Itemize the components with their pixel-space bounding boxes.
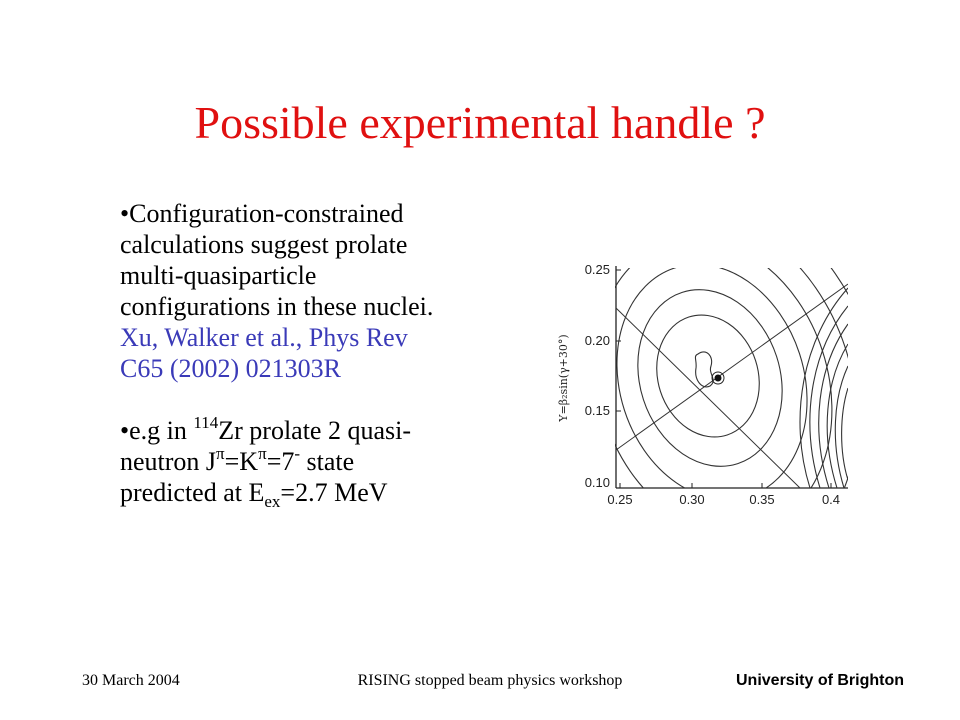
pi-superscript-2: π (258, 444, 267, 463)
bullet-2-prefix: e.g in (129, 416, 194, 445)
slide-title: Possible experimental handle ? (194, 97, 766, 148)
spin-label: neutron J (120, 447, 217, 476)
contour-arc (809, 305, 848, 488)
energy-value: =2.7 MeV (280, 478, 388, 507)
bullet-1-line-4: configurations in these nuclei. (120, 292, 434, 321)
k-equals: =K (224, 447, 259, 476)
bullet-1: •Configuration-constrained calculations … (120, 198, 520, 384)
bullet-1-line-3: multi-quasiparticle (120, 261, 317, 290)
bullet-marker: • (120, 416, 130, 445)
bullet-2: •e.g in 114Zr prolate 2 quasi- neutron J… (120, 413, 520, 511)
contour-arc (826, 343, 848, 488)
parity-superscript: - (294, 444, 301, 463)
footer-date: 30 March 2004 (82, 672, 180, 689)
inner-contour (694, 351, 714, 388)
contour-arc (818, 323, 848, 488)
minimum-point-dot (714, 374, 722, 382)
contour-arc (834, 365, 848, 488)
gamma-line-steep (615, 307, 801, 488)
slide-body: •Configuration-constrained calculations … (120, 198, 520, 511)
bullet-marker: • (120, 199, 130, 228)
y-tick-label: 0.15 (585, 403, 610, 418)
tick-marks (616, 269, 832, 488)
pi-superscript-1: π (216, 444, 225, 463)
gamma-line-prolate (615, 283, 848, 451)
bullet-2-line-1: •e.g in 114Zr prolate 2 quasi- (120, 413, 520, 446)
bullet-1-line-2: calculations suggest prolate (120, 230, 408, 259)
ex-subscript: ex (264, 492, 281, 511)
contour-ring (656, 314, 760, 438)
spin-value: =7 (266, 447, 295, 476)
x-tick-label: 0.4 (822, 492, 840, 507)
y-tick-label: 0.10 (585, 475, 610, 490)
reference-line-1: Xu, Walker et al., Phys Rev (120, 323, 408, 352)
y-tick-label: 0.25 (585, 262, 610, 277)
contour-arc (841, 387, 848, 481)
bullet-2-element-text: Zr prolate 2 quasi- (218, 416, 412, 445)
x-tick-label: 0.30 (679, 492, 704, 507)
predicted-text: predicted at E (120, 478, 265, 507)
y-tick-label: 0.20 (585, 333, 610, 348)
contour-plot: Y=β₂sin(γ+30°) 0.25 0.20 0.15 0.10 0.25 … (557, 262, 848, 507)
bullet-2-line-3: predicted at Eex=2.7 MeV (120, 477, 520, 511)
reference-line-2: C65 (2002) 021303R (120, 354, 341, 383)
y-axis-label: Y=β₂sin(γ+30°) (557, 334, 570, 422)
mass-number: 114 (193, 413, 219, 432)
contour-arc (799, 287, 848, 488)
footer-institution: University of Brighton (736, 672, 905, 689)
bullet-1-line-1: •Configuration-constrained (120, 198, 520, 229)
state-word: state (300, 447, 355, 476)
x-tick-label: 0.35 (749, 492, 774, 507)
gamma-lines (615, 283, 848, 488)
footer-event: RISING stopped beam physics workshop (357, 672, 623, 689)
bullet-1-text-1: Configuration-constrained (129, 199, 404, 228)
contour-plot-figure: Y=β₂sin(γ+30°) 0.25 0.20 0.15 0.10 0.25 … (548, 248, 878, 523)
contour-ring (637, 289, 783, 467)
minimum-point-marker (711, 371, 725, 385)
contour-lines (615, 268, 848, 488)
contour-ring (616, 268, 808, 488)
bullet-2-line-2: neutron Jπ=Kπ=7- state (120, 444, 520, 477)
x-tick-label: 0.25 (607, 492, 632, 507)
